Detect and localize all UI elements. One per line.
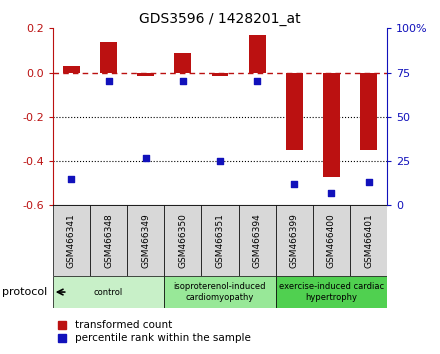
Text: GSM466400: GSM466400: [327, 213, 336, 268]
Point: [180, 79, 187, 84]
Point: [68, 176, 75, 182]
Point: [328, 190, 335, 196]
Text: isoproterenol-induced
cardiomyopathy: isoproterenol-induced cardiomyopathy: [174, 282, 266, 302]
Text: GSM466401: GSM466401: [364, 213, 373, 268]
Bar: [175, 53, 191, 73]
Bar: [313, 205, 350, 276]
Bar: [53, 205, 90, 276]
Bar: [90, 205, 127, 276]
Bar: [360, 73, 377, 150]
Bar: [276, 205, 313, 276]
Text: GSM466349: GSM466349: [141, 213, 150, 268]
Bar: [100, 41, 117, 73]
Bar: [63, 66, 80, 73]
Point: [142, 155, 149, 160]
Point: [291, 181, 298, 187]
Bar: [202, 205, 238, 276]
Text: protocol: protocol: [2, 287, 48, 297]
Bar: [212, 73, 228, 76]
Bar: [350, 205, 387, 276]
Point: [216, 158, 224, 164]
Point: [253, 79, 260, 84]
Bar: [323, 73, 340, 177]
Bar: [137, 73, 154, 76]
Text: GSM466394: GSM466394: [253, 213, 262, 268]
Bar: [53, 276, 164, 308]
Bar: [238, 205, 276, 276]
Bar: [276, 276, 387, 308]
Text: GSM466399: GSM466399: [290, 213, 299, 268]
Text: GSM466350: GSM466350: [178, 213, 187, 268]
Legend: transformed count, percentile rank within the sample: transformed count, percentile rank withi…: [58, 320, 250, 343]
Bar: [249, 35, 265, 73]
Text: GSM466351: GSM466351: [216, 213, 224, 268]
Bar: [164, 276, 276, 308]
Text: exercise-induced cardiac
hypertrophy: exercise-induced cardiac hypertrophy: [279, 282, 384, 302]
Point: [365, 179, 372, 185]
Text: control: control: [94, 287, 123, 297]
Text: GSM466348: GSM466348: [104, 213, 113, 268]
Title: GDS3596 / 1428201_at: GDS3596 / 1428201_at: [139, 12, 301, 26]
Point: [105, 79, 112, 84]
Bar: [286, 73, 303, 150]
Text: GSM466341: GSM466341: [67, 213, 76, 268]
Bar: [164, 205, 202, 276]
Bar: [127, 205, 164, 276]
